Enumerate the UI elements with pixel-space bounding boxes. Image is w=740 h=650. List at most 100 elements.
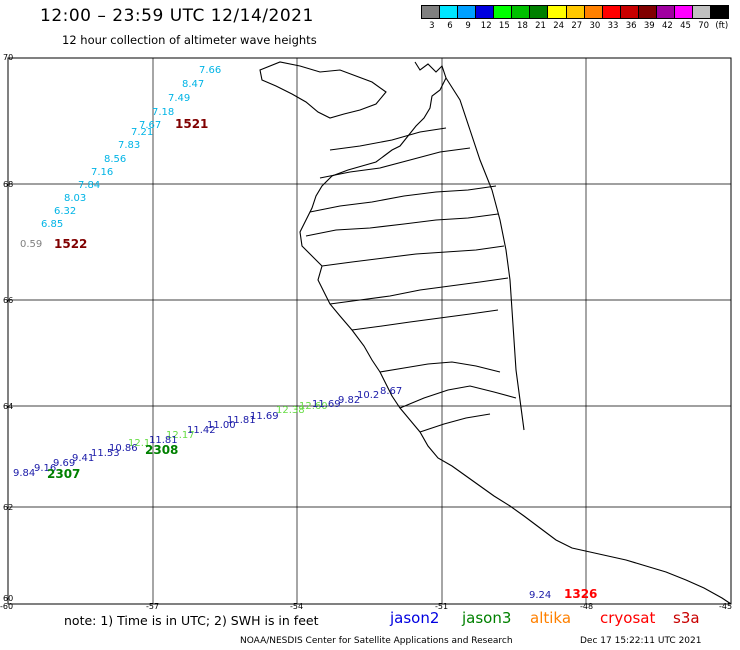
color-scale-label: 9	[465, 21, 471, 31]
map-title: 12:00 – 23:59 UTC 12/14/2021	[40, 6, 314, 26]
color-scale-label: 21	[535, 21, 546, 31]
wave-height-label: 8.03	[64, 193, 86, 204]
pass-label: 1522	[54, 237, 87, 251]
color-swatch	[656, 6, 675, 18]
generated-timestamp: Dec 17 15:22:11 UTC 2021	[580, 636, 702, 646]
wave-height-label: 11.69	[250, 411, 279, 422]
wave-height-label: 12.60	[299, 401, 328, 412]
color-scale-bar	[421, 5, 729, 19]
color-swatch	[566, 6, 585, 18]
color-swatch	[711, 6, 729, 18]
inland-ice-edge	[445, 77, 525, 431]
color-swatch	[692, 6, 711, 18]
wave-height-label: 9.84	[13, 468, 35, 479]
wave-height-label: 7.49	[168, 93, 190, 104]
color-swatch	[602, 6, 621, 18]
lat-tick-60: 60	[3, 594, 13, 603]
fjord-5	[321, 245, 505, 267]
color-scale-label: 30	[589, 21, 601, 31]
fjord-2	[319, 147, 471, 179]
pass-label: 1326	[564, 587, 597, 601]
color-scale-label: 18	[517, 21, 528, 31]
color-swatch	[476, 6, 495, 18]
coastline	[259, 61, 732, 605]
color-swatch	[584, 6, 603, 18]
wave-height-label: 11.81	[227, 415, 256, 426]
legend-jason2: jason2	[390, 609, 440, 627]
fjord-6	[329, 277, 509, 305]
legend-s3a: s3a	[673, 609, 700, 627]
color-scale-label: 24	[553, 21, 565, 31]
color-scale-label: 15	[498, 21, 510, 31]
lat-tick-62: 62	[3, 503, 13, 512]
wave-height-label: 10.86	[109, 443, 138, 454]
lon-tick-labels: -60 -57 -54 -51 -48 -45	[0, 602, 732, 611]
color-scale-label: (ft)	[715, 21, 729, 31]
lat-tick-68: 68	[3, 180, 13, 189]
map-subtitle: 12 hour collection of altimeter wave hei…	[62, 33, 317, 47]
wave-height-label: 9.24	[529, 590, 551, 601]
fjord-9	[399, 385, 517, 409]
wave-height-label: 6.32	[54, 206, 76, 217]
grid-lines	[8, 58, 731, 604]
wave-height-label: 7.21	[131, 127, 153, 138]
fjord-7	[351, 309, 499, 331]
pass-label: 2307	[47, 467, 80, 481]
wave-height-label: 12.17	[166, 430, 195, 441]
track-jason3-light: 12.1 12.17 12.38 12.60	[128, 401, 328, 449]
wave-height-label: 11.42	[187, 425, 216, 436]
wave-height-label: 9.41	[72, 453, 94, 464]
color-scale-label: 45	[680, 21, 691, 31]
wave-height-label: 7.67	[139, 120, 161, 131]
fjord-8	[379, 361, 501, 373]
wave-height-label: 9.69	[53, 458, 75, 469]
wave-height-label: 7.18	[152, 107, 174, 118]
color-swatch	[620, 6, 639, 18]
wave-height-label: 7.66	[199, 65, 221, 76]
lat-tick-labels: 70 68 66 64 62 60	[3, 53, 13, 603]
wave-height-label: 11.69	[312, 399, 341, 410]
wave-height-label: 8.47	[182, 79, 204, 90]
lon-tick-48: -48	[580, 602, 593, 611]
color-scale-label: 33	[607, 21, 619, 31]
color-swatch	[530, 6, 549, 18]
color-swatch	[494, 6, 513, 18]
color-scale-label: 42	[661, 21, 673, 31]
wave-height-label: 11.00	[207, 420, 236, 431]
wave-height-label: 12.38	[276, 405, 305, 416]
color-swatch	[440, 6, 459, 18]
lat-tick-64: 64	[3, 402, 13, 411]
coastline-island-north	[259, 61, 387, 119]
wave-height-label: 10.2	[357, 390, 379, 401]
wave-height-label: 11.81	[149, 435, 178, 446]
color-scale-label: 36	[625, 21, 637, 31]
lat-tick-66: 66	[3, 296, 13, 305]
lon-tick-45: -45	[719, 602, 732, 611]
color-swatch	[512, 6, 531, 18]
pass-labels: 1521 1522 2308 2307 1326	[47, 117, 597, 601]
color-scale-label: 70	[698, 21, 710, 31]
credit-line: NOAA/NESDIS Center for Satellite Applica…	[240, 636, 513, 646]
map-frame	[7, 57, 732, 605]
fjord-4	[305, 213, 499, 237]
legend-cryosat: cryosat	[600, 609, 656, 627]
fjord-10	[419, 413, 491, 433]
wave-height-label: 8.67	[380, 386, 402, 397]
wave-height-label: 7.84	[78, 180, 100, 191]
color-swatch	[638, 6, 657, 18]
wave-height-label: 0.59	[20, 239, 42, 250]
fjord-3	[309, 185, 497, 213]
track-jason2: 9.84 9.16 9.69 9.41 11.53 10.86 11.81 11…	[13, 386, 402, 479]
wave-height-label: 7.83	[118, 140, 140, 151]
lon-tick-57: -57	[146, 602, 159, 611]
coastline-main	[299, 61, 732, 605]
lon-tick-60: -60	[0, 602, 13, 611]
lon-tick-51: -51	[435, 602, 448, 611]
footer-note: note: 1) Time is in UTC; 2) SWH is in fe…	[64, 613, 319, 628]
color-swatch	[458, 6, 477, 18]
legend-altika: altika	[530, 609, 572, 627]
legend-jason3: jason3	[462, 609, 512, 627]
wave-height-label: 7.16	[91, 167, 113, 178]
color-scale-labels: 3 6 9 12 15 18 21 24 27 30 33 36 39 42 45 70 (ft)	[421, 21, 729, 33]
